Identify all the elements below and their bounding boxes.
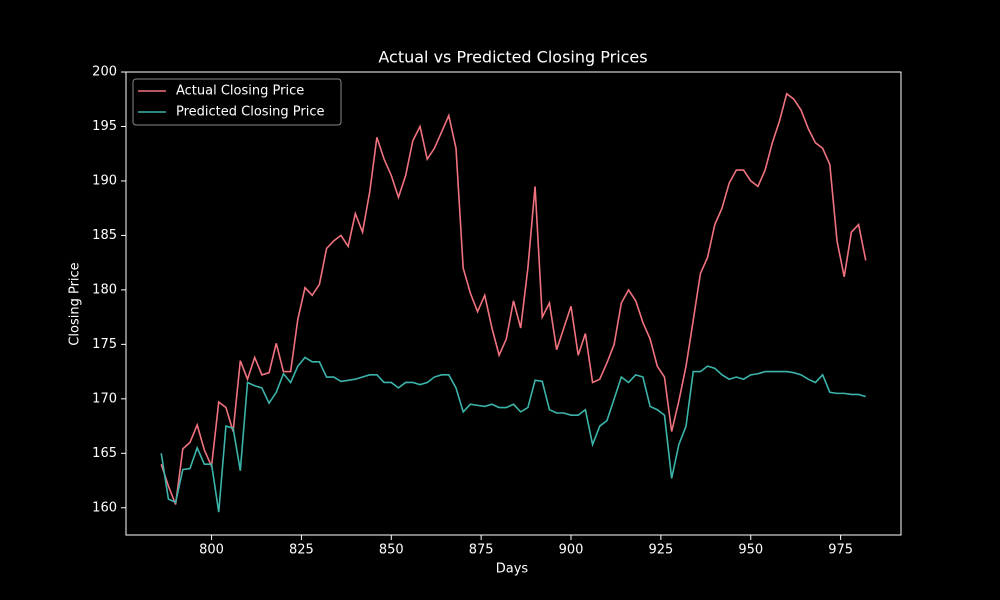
y-tick-label: 185: [92, 228, 117, 243]
y-tick-label: 200: [92, 65, 117, 80]
legend-box: [132, 78, 342, 126]
chart-title: Actual vs Predicted Closing Prices: [378, 48, 647, 67]
plot-frame: [125, 71, 902, 536]
x-tick-label: 925: [648, 543, 673, 558]
line-series: [160, 92, 867, 505]
y-tick-label: 170: [92, 391, 117, 406]
x-tick-label: 800: [199, 543, 224, 558]
x-axis-label: Days: [496, 562, 529, 577]
x-tick-label: 975: [828, 543, 853, 558]
x-tick-label: 850: [379, 543, 404, 558]
y-tick-label: 165: [92, 446, 117, 461]
line-series: [160, 356, 867, 513]
x-tick-label: 875: [469, 543, 494, 558]
y-tick-label: 180: [92, 282, 117, 297]
x-tick-label: 900: [559, 543, 584, 558]
y-tick-label: 190: [92, 173, 117, 188]
x-tick-label: 950: [738, 543, 763, 558]
legend-label: Actual Closing Price: [176, 84, 304, 99]
y-tick-label: 175: [92, 337, 117, 352]
x-tick-label: 825: [289, 543, 314, 558]
y-tick-label: 195: [92, 119, 117, 134]
y-axis-label: Closing Price: [68, 262, 83, 345]
y-tick-label: 160: [92, 500, 117, 515]
legend-label: Predicted Closing Price: [176, 105, 325, 120]
